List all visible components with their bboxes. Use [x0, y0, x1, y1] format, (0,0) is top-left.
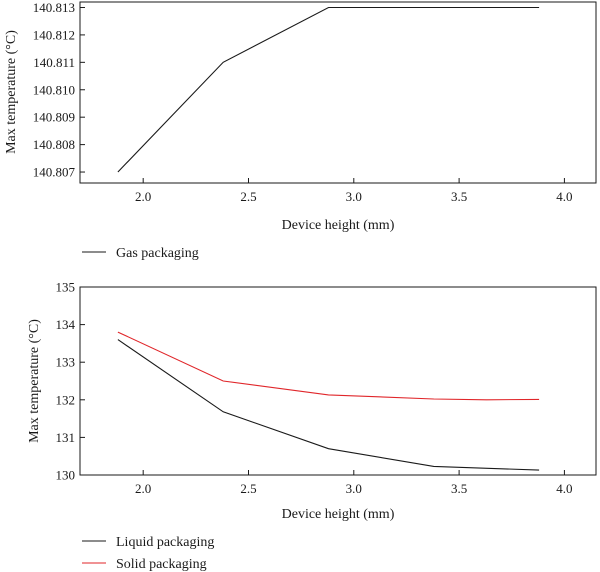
x-ticks-top: 2.0 2.5 3.0 3.5 4.0 [135, 178, 573, 204]
y-tick-label: 135 [56, 280, 76, 295]
x-tick-label: 3.5 [451, 189, 467, 204]
y-tick-label: 140.813 [33, 0, 75, 15]
y-tick-label: 140.812 [33, 27, 75, 42]
x-tick-label: 2.5 [240, 189, 256, 204]
series-group-top [117, 6, 540, 173]
y-tick-label: 140.808 [33, 137, 75, 152]
chart-bottom: 2.0 2.5 3.0 3.5 4.0 130 131 132 133 134 135 Devic… [27, 280, 597, 572]
y-tick-label: 140.810 [33, 82, 75, 97]
legend-label-liquid: Liquid packaging [116, 535, 214, 550]
chart-top: 2.0 2.5 3.0 3.5 4.0 140.807140.808140.809140… [4, 0, 597, 261]
x-axis-title-bottom: Device height (mm) [282, 507, 395, 522]
y-ticks-bottom: 130 131 132 133 134 135 [56, 280, 85, 483]
x-tick-label: 4.0 [556, 189, 572, 204]
legend-top: Gas packaging [82, 246, 199, 261]
legend-label-solid: Solid packaging [116, 557, 207, 572]
x-tick-label: 4.0 [556, 481, 572, 496]
y-tick-label: 133 [56, 355, 76, 370]
plot-frame-bottom [79, 286, 597, 476]
y-tick-label: 140.809 [33, 110, 75, 125]
y-tick-label: 131 [56, 430, 76, 445]
y-axis-title-top: Max temperature (°C) [4, 30, 19, 154]
x-tick-label: 3.0 [346, 189, 362, 204]
x-tick-label: 2.5 [240, 481, 256, 496]
legend-label-gas: Gas packaging [116, 246, 199, 261]
series-line-gas [117, 6, 540, 173]
x-tick-label: 2.0 [135, 481, 151, 496]
y-axis-title-bottom: Max temperature (°C) [27, 319, 42, 443]
y-ticks-top: 140.807 140.808 140.809 140.810 140.811 140.8… [33, 0, 85, 180]
y-tick-label: 140.807 [33, 165, 76, 180]
plot-frame-top [79, 1, 597, 184]
y-tick-label: 130 [56, 468, 76, 483]
legend-bottom: Liquid packaging Solid packaging [82, 535, 214, 572]
series-line-liquid [117, 339, 540, 471]
series-line-solid [117, 331, 540, 401]
y-tick-label: 140.811 [33, 55, 75, 70]
y-tick-label: 134 [56, 317, 76, 332]
x-ticks-bottom: 2.0 2.5 3.0 3.5 4.0 [135, 470, 573, 496]
y-tick-label: 132 [56, 392, 76, 407]
x-tick-label: 3.0 [346, 481, 362, 496]
x-tick-label: 3.5 [451, 481, 467, 496]
x-axis-title-top: Device height (mm) [282, 218, 395, 233]
x-tick-label: 2.0 [135, 189, 151, 204]
series-group-bottom [117, 331, 540, 471]
